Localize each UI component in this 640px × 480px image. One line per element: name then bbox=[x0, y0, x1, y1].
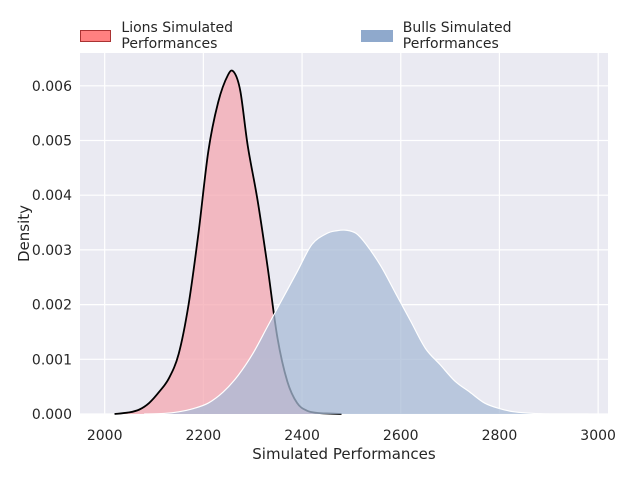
y-tick-label: 0.001 bbox=[32, 352, 72, 368]
legend-item-bulls: Bulls Simulated Performances bbox=[361, 20, 608, 52]
x-tick-label: 2000 bbox=[87, 428, 123, 444]
x-tick-label: 2400 bbox=[284, 428, 320, 444]
legend-label-bulls: Bulls Simulated Performances bbox=[402, 20, 512, 52]
y-tick-label: 0.005 bbox=[32, 134, 72, 150]
tick-labels: 2000 2200 2400 2600 2800 3000 0.000 0.001 0.002 0… bbox=[32, 79, 616, 444]
legend-swatch-bulls bbox=[361, 30, 393, 42]
y-axis-label: Density bbox=[15, 205, 33, 262]
y-tick-label: 0.003 bbox=[32, 243, 72, 259]
chart-legend: Lions Simulated Performances Bulls Simul… bbox=[80, 20, 640, 52]
y-tick-label: 0.000 bbox=[32, 407, 72, 423]
lions-density-area bbox=[114, 70, 342, 414]
legend-label-lions: Lions Simulated Performances bbox=[121, 20, 234, 52]
x-tick-label: 2800 bbox=[482, 428, 518, 444]
y-tick-label: 0.006 bbox=[32, 79, 72, 95]
x-axis-label: Simulated Performances bbox=[252, 445, 436, 463]
series-layer bbox=[114, 69, 589, 415]
bulls-density-area bbox=[144, 230, 589, 414]
x-tick-label: 2200 bbox=[186, 428, 222, 444]
y-tick-label: 0.004 bbox=[32, 188, 72, 204]
x-tick-label: 2600 bbox=[383, 428, 419, 444]
y-tick-label: 0.002 bbox=[32, 298, 72, 314]
legend-item-lions: Lions Simulated Performances bbox=[80, 20, 329, 52]
x-tick-label: 3000 bbox=[580, 428, 616, 444]
legend-swatch-lions bbox=[80, 30, 112, 42]
bulls-density-line bbox=[144, 229, 589, 415]
